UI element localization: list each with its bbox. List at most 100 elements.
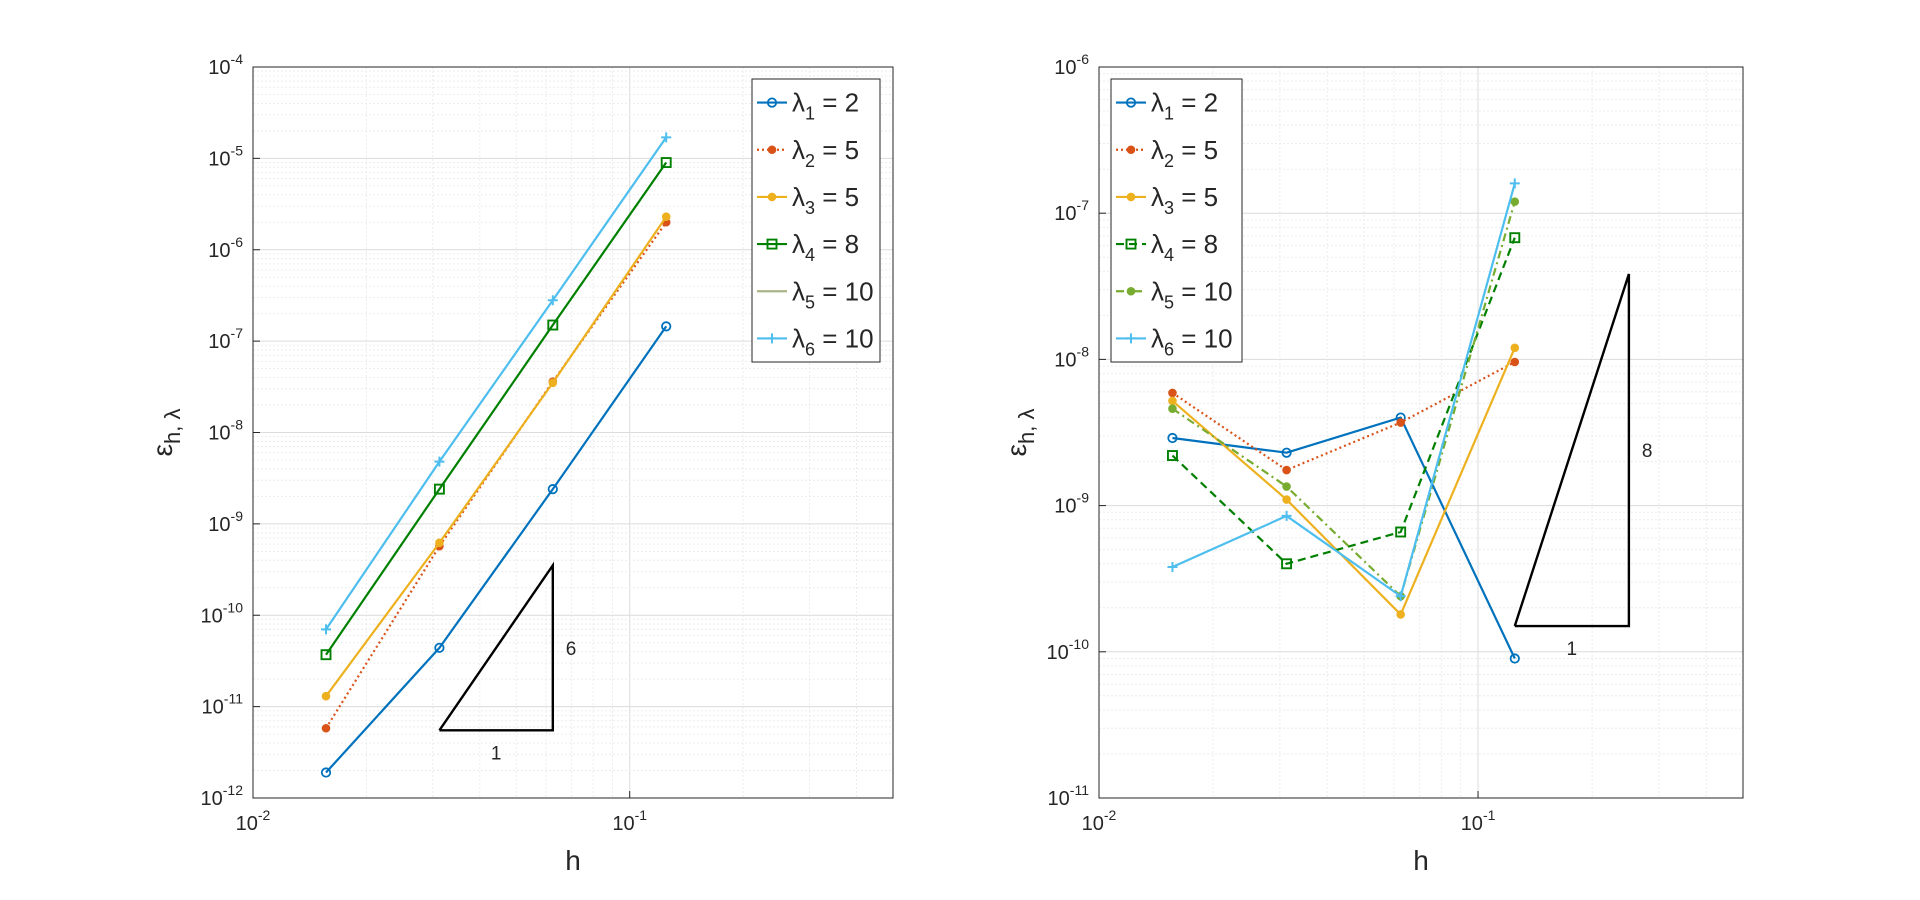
y-tick-label: 10-10 (201, 599, 244, 627)
legend-marker (1125, 238, 1137, 250)
y-tick-label: 10-8 (1054, 343, 1089, 371)
legend-marker (766, 238, 778, 250)
legend-box (1110, 78, 1243, 363)
ticks: 10-2 10-1 10-12 10-11 10-10 10-9 10-8 10-7 10-6 1… (201, 51, 648, 835)
slope-rise-label: 8 (1642, 441, 1653, 462)
legend-entry-5: λ5 = 10 (1116, 276, 1233, 312)
series-4 (1167, 232, 1521, 570)
legend-entry-6: λ6 = 10 (757, 323, 874, 359)
data-point (435, 538, 444, 548)
y-tick-label: 10-6 (1054, 51, 1089, 79)
data-point (1395, 591, 1406, 602)
y-axis-label: εh, λ (147, 409, 185, 457)
legend-box (751, 78, 881, 363)
legend-label: λ1 = 2 (1151, 88, 1218, 124)
legend-marker (767, 192, 777, 202)
data-point (1509, 178, 1520, 189)
data-point (548, 378, 558, 388)
legend-entry-1: λ1 = 2 (1116, 88, 1218, 124)
slope-triangle: 18 (1513, 273, 1653, 660)
data-point (1509, 653, 1520, 664)
y-tick-label: 10-7 (208, 325, 243, 353)
legend-marker (766, 97, 778, 108)
legend-entry-2: λ2 = 5 (757, 135, 859, 171)
data-point (1167, 450, 1178, 461)
data-point (434, 642, 445, 653)
slope-rise-label: 6 (566, 639, 577, 660)
data-point (1168, 396, 1177, 406)
x-axis-label: h (565, 845, 581, 876)
grid (252, 67, 894, 799)
legend-label: λ4 = 8 (1151, 229, 1218, 265)
data-point (1282, 495, 1291, 504)
y-tick-label: 10-5 (208, 142, 243, 170)
data-point (661, 321, 672, 332)
data-point (1282, 465, 1291, 475)
slope-run-label: 1 (1567, 639, 1578, 660)
data-point (661, 132, 672, 143)
series-line (325, 216, 668, 697)
slope-run-label: 1 (491, 743, 502, 764)
series-line (325, 136, 668, 631)
series-line (325, 325, 668, 774)
data-point (547, 484, 558, 495)
legend-entry-1: λ1 = 2 (757, 88, 859, 124)
legend-marker (767, 145, 777, 155)
data-point (1396, 610, 1405, 619)
data-point (1281, 558, 1293, 570)
axes-box (1098, 66, 1744, 799)
series-line (1171, 237, 1516, 565)
y-tick-label: 10-7 (1054, 197, 1089, 225)
legend-label: λ6 = 10 (792, 323, 874, 359)
data-point (1510, 357, 1520, 367)
legend-entry-3: λ3 = 5 (757, 182, 859, 218)
legend-entry-6: λ6 = 10 (1116, 323, 1233, 359)
legend-label: λ3 = 5 (1151, 182, 1218, 218)
series-line (1172, 183, 1516, 598)
legend-entry-3: λ3 = 5 (1116, 182, 1218, 218)
legend-label: λ5 = 10 (792, 276, 874, 312)
series-4 (320, 157, 672, 661)
slope-triangle-shape (1513, 273, 1631, 628)
x-axis-label: h (1413, 845, 1429, 876)
data-point (547, 295, 558, 306)
series-3 (321, 212, 671, 701)
series-line (1171, 201, 1516, 598)
data-point (1167, 432, 1178, 444)
data-point (321, 723, 331, 733)
data-point (320, 649, 332, 661)
right-chart: 10-2 10-1 10-11 10-10 10-9 10-8 10-7 10-6 h εh, λ… (1001, 51, 1744, 876)
data-point (434, 456, 445, 467)
y-tick-label: 10-12 (201, 782, 244, 810)
data-point (1396, 418, 1405, 427)
series-line (325, 161, 668, 656)
legend-label: λ3 = 5 (792, 182, 859, 218)
slope-triangle: 16 (438, 561, 577, 764)
data-point (1395, 526, 1407, 538)
legend-label: λ6 = 10 (1151, 323, 1233, 359)
y-tick-label: 10-11 (1048, 782, 1090, 810)
y-tick-label: 10-9 (208, 508, 243, 536)
legend-entry-4: λ4 = 8 (1116, 229, 1218, 265)
y-tick-label: 10-8 (208, 417, 243, 445)
data-point (433, 483, 445, 495)
series-1 (320, 321, 672, 778)
legend-entry-4: λ4 = 8 (757, 229, 859, 265)
data-point (1510, 197, 1520, 206)
data-point (320, 767, 332, 778)
data-point (1167, 562, 1178, 573)
ticks: 10-2 10-1 10-11 10-10 10-9 10-8 10-7 10-6 (1047, 51, 1496, 835)
legend-label: λ4 = 8 (792, 229, 859, 265)
data-point (1509, 232, 1521, 244)
y-tick-label: 10-10 (1047, 636, 1090, 664)
legend: λ1 = 2 λ2 = 5 λ3 = 5 λ4 = 8 λ5 = 10 λ6 = 10 (751, 78, 881, 363)
legend-entry-5: λ5 = 10 (757, 276, 874, 312)
x-tick-label: 10-1 (1461, 807, 1496, 835)
data-point (1510, 343, 1520, 353)
series-6 (321, 132, 672, 635)
y-tick-label: 10-6 (208, 234, 243, 262)
data-point (321, 691, 331, 701)
legend: λ1 = 2 λ2 = 5 λ3 = 5 λ4 = 8 λ5 = 10 λ6 = 10 (1110, 78, 1243, 363)
y-tick-label: 10-4 (208, 51, 243, 79)
